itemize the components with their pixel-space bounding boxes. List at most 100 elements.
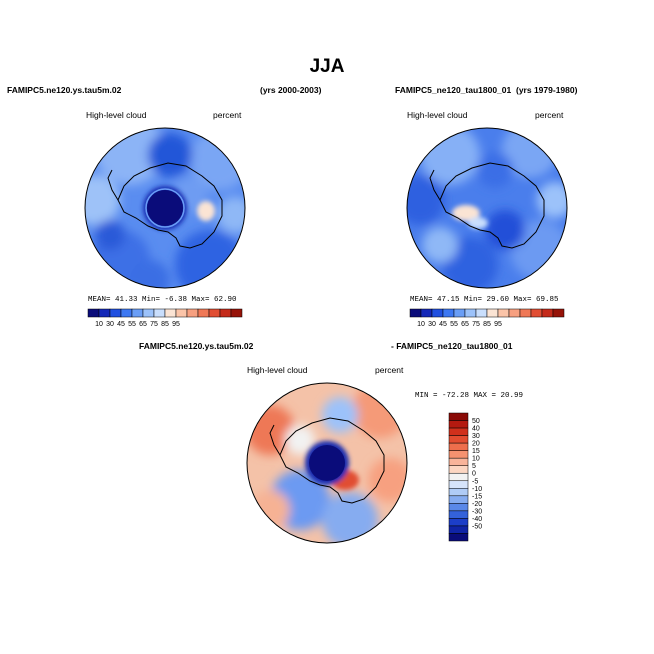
panel2-colorbar: 10 30 45 55 65 75 85 95 [409,308,565,328]
panel1-colorbar-tick-label: 95 [172,321,180,328]
panel3-colorbar-tick-label: 30 [472,433,480,440]
panel1-colorbar: 10 30 45 55 65 75 85 95 [87,308,243,328]
panel3-stats: MIN = -72.28 MAX = 20.99 [415,392,524,400]
panel3-colorbar-tick-label: 5 [472,463,476,470]
panel2-colorbar-swatch [519,308,532,318]
panel1-colorbar-swatch [87,308,100,318]
panel3-colorbar-tick-label: 40 [472,426,480,433]
panel3-colorbar-tick-label: -15 [472,493,482,500]
panel3-colorbar-tick-label: 15 [472,448,480,455]
panel2-colorbar-tick-label: 30 [428,321,436,328]
panel2-stats: MEAN= 47.15 Min= 29.60 Max= 69.85 [410,296,559,304]
panel2-colorbar-tick-label: 95 [494,321,502,328]
panel2-map [406,127,568,289]
panel2-colorbar-tick-label: 85 [483,321,491,328]
panel2-variable-label: High-level cloud [407,110,468,120]
panel2-colorbar-tick-label: 45 [439,321,447,328]
panel1-years-label: (yrs 2000-2003) [260,85,322,95]
panel2-units-label: percent [535,110,564,120]
panel2-colorbar-swatch [464,308,477,318]
panel2-colorbar-tick-label: 10 [417,321,425,328]
panel2-colorbar-tick-label: 75 [472,321,480,328]
panel3-colorbar-tick-label: -5 [472,478,478,485]
figure-title: JJA [309,56,345,77]
panel3-variable-label: High-level cloud [247,365,308,375]
panel1-colorbar-swatch [197,308,210,318]
panel3-colorbar-swatch [448,420,469,429]
panel2-years-label: (yrs 1979-1980) [516,85,578,95]
panel1-colorbar-swatch [120,308,133,318]
panel1-colorbar-swatch [109,308,122,318]
panel1-colorbar-tick-label: 45 [117,321,125,328]
panel2-colorbar-swatch [552,308,565,318]
panel3-colorbar-swatch [448,488,469,497]
panel2-colorbar-swatch [508,308,521,318]
panel3-colorbar-tick-label: 10 [472,456,480,463]
panel3-colorbar-tick-label: -40 [472,516,482,523]
panel3-colorbar-swatch [448,442,469,451]
panel2-colorbar-tick-label: 55 [450,321,458,328]
panel3-units-label: percent [375,365,404,375]
panel3-map [246,382,408,544]
panel3-colorbar-tick-label: 0 [472,471,476,478]
panel1-colorbar-swatch [230,308,243,318]
panel3-colorbar-swatch [448,457,469,466]
panel3-case-label-right: - FAMIPC5_ne120_tau1800_01 [391,341,513,351]
panel1-case-label: FAMIPC5.ne120.ys.tau5m.02 [7,85,122,95]
panel1-colorbar-swatch [153,308,166,318]
panel1-stats: MEAN= 41.33 Min= -6.38 Max= 62.90 [88,296,237,304]
panel2-colorbar-tick-label: 65 [461,321,469,328]
panel1-colorbar-tick-label: 10 [95,321,103,328]
panel3-colorbar-tick-label: -10 [472,486,482,493]
panel3-colorbar-swatch [448,412,469,421]
panel1-colorbar-swatch [219,308,232,318]
panel3-colorbar-swatch [448,510,469,519]
panel2-colorbar-swatch [541,308,554,318]
panel1-colorbar-swatch [164,308,177,318]
panel2-colorbar-swatch [442,308,455,318]
panel3-colorbar-swatch [448,533,469,542]
panel3-colorbar-tick-label: -20 [472,501,482,508]
panel3-colorbar-swatch [448,472,469,482]
panel1-colorbar-swatch [131,308,144,318]
panel2-colorbar-swatch [530,308,543,318]
panel3-case-label-left: FAMIPC5.ne120.ys.tau5m.02 [139,341,254,351]
panel1-colorbar-swatch [175,308,188,318]
panel2-colorbar-swatch [486,308,499,318]
panel3-colorbar-tick-label: 20 [472,441,480,448]
panel1-map [84,127,246,289]
panel3-colorbar-tick-label: -30 [472,508,482,515]
panel2-colorbar-swatch [420,308,433,318]
panel2-colorbar-swatch [453,308,466,318]
panel3-colorbar-swatch [448,525,469,534]
panel2-colorbar-swatch [409,308,422,318]
panel2-colorbar-swatch [497,308,510,318]
panel3-colorbar-swatch [448,480,469,489]
panel1-colorbar-tick-label: 65 [139,321,147,328]
panel2-colorbar-swatch [475,308,488,318]
panel3-colorbar-swatch [448,503,469,512]
panel3-colorbar-swatch [448,495,469,504]
panel3-colorbar-tick-label: 50 [472,418,480,425]
panel2-case-label: FAMIPC5_ne120_tau1800_01 [395,85,512,95]
panel3-colorbar-swatch [448,518,469,527]
panel1-colorbar-swatch [208,308,221,318]
panel1-variable-label: High-level cloud [86,110,147,120]
panel1-colorbar-swatch [186,308,199,318]
panel2-colorbar-swatch [431,308,444,318]
panel1-colorbar-swatch [142,308,155,318]
panel1-colorbar-tick-label: 55 [128,321,136,328]
panel3-colorbar-tick-label: -50 [472,523,482,530]
panel3-colorbar-swatch [448,450,469,459]
panel1-units-label: percent [213,110,242,120]
panel1-colorbar-swatch [98,308,111,318]
panel1-colorbar-tick-label: 75 [150,321,158,328]
panel3-colorbar-swatch [448,427,469,436]
panel1-colorbar-tick-label: 85 [161,321,169,328]
panel3-colorbar-swatch [448,465,469,474]
panel1-colorbar-tick-label: 30 [106,321,114,328]
panel3-colorbar-swatch [448,435,469,444]
